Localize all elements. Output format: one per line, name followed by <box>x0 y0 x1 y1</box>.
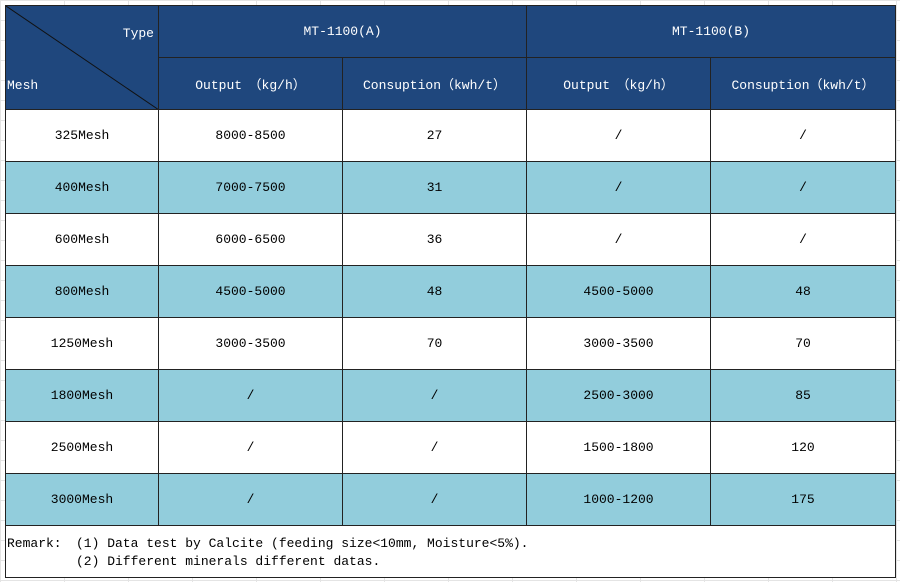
type-label: Type <box>122 26 154 41</box>
table-cell: / <box>158 421 343 474</box>
table-cell: 7000-7500 <box>158 161 343 214</box>
table-cell: / <box>526 213 711 266</box>
table-cell: / <box>710 109 896 162</box>
table-cell: 70 <box>342 317 527 370</box>
table-cell: 31 <box>342 161 527 214</box>
table-cell: 85 <box>710 369 896 422</box>
row-header: 800Mesh <box>5 265 159 318</box>
table-cell: / <box>342 473 527 526</box>
table-cell: / <box>526 161 711 214</box>
sub-header: Output （kg/h） <box>158 57 343 110</box>
table-cell: 3000-3500 <box>158 317 343 370</box>
table-cell: / <box>710 161 896 214</box>
sub-header: Consuption（kwh/t） <box>342 57 527 110</box>
table-cell: / <box>342 369 527 422</box>
table-cell: 36 <box>342 213 527 266</box>
table-cell: / <box>342 421 527 474</box>
row-header: 2500Mesh <box>5 421 159 474</box>
sub-header: Consuption（kwh/t） <box>710 57 896 110</box>
table-cell: 6000-6500 <box>158 213 343 266</box>
remark-cell: Remark: (1) Data test by Calcite (feeding… <box>5 525 896 578</box>
row-header: 400Mesh <box>5 161 159 214</box>
corner-cell: Type Mesh <box>5 5 160 111</box>
row-header: 1250Mesh <box>5 317 159 370</box>
table-cell: 175 <box>710 473 896 526</box>
table-cell: 8000-8500 <box>158 109 343 162</box>
model-header: MT-1100(B) <box>526 5 896 58</box>
sub-header: Output （kg/h） <box>526 57 711 110</box>
table-cell: 2500-3000 <box>526 369 711 422</box>
table-cell: 1000-1200 <box>526 473 711 526</box>
table-cell: 120 <box>710 421 896 474</box>
table-cell: / <box>710 213 896 266</box>
table-cell: 1500-1800 <box>526 421 711 474</box>
remark-line: (2) Different minerals different datas. <box>76 554 381 569</box>
table-cell: / <box>158 473 343 526</box>
table-cell: 48 <box>710 265 896 318</box>
table-cell: 4500-5000 <box>158 265 343 318</box>
table-cell: 4500-5000 <box>526 265 711 318</box>
row-header: 3000Mesh <box>5 473 159 526</box>
table-cell: / <box>158 369 343 422</box>
diagonal <box>6 6 160 111</box>
row-header: 1800Mesh <box>5 369 159 422</box>
table-cell: 48 <box>342 265 527 318</box>
table-cell: / <box>526 109 711 162</box>
remark-label: Remark: <box>7 536 62 551</box>
row-header: 600Mesh <box>5 213 159 266</box>
table-cell: 70 <box>710 317 896 370</box>
remark-line: (1) Data test by Calcite (feeding size<1… <box>76 536 529 551</box>
table-cell: 3000-3500 <box>526 317 711 370</box>
table-cell: 27 <box>342 109 527 162</box>
model-header: MT-1100(A) <box>158 5 527 58</box>
row-header: 325Mesh <box>5 109 159 162</box>
mesh-label: Mesh <box>7 78 39 93</box>
